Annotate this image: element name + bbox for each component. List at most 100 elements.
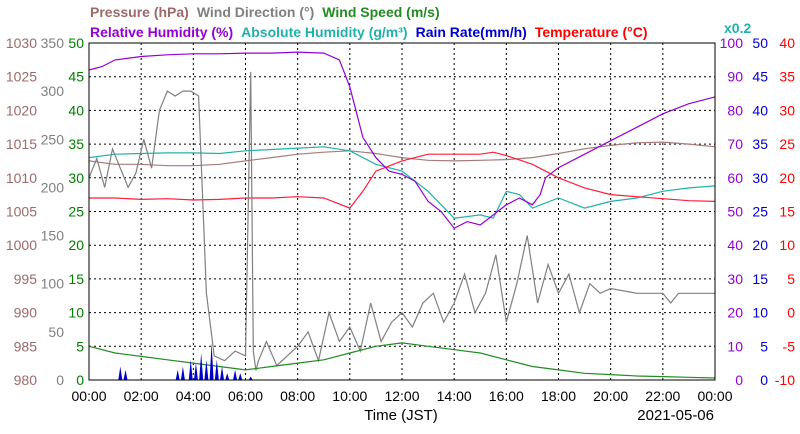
rain-tick-label: 30 bbox=[752, 170, 768, 186]
header-text: Pressure (hPa) bbox=[90, 4, 189, 20]
temperature-tick-label: -10 bbox=[775, 372, 795, 388]
x-tick-label: 22:00 bbox=[645, 388, 680, 404]
rain-rate-spike bbox=[214, 359, 219, 380]
pressure-tick-label: 980 bbox=[14, 372, 38, 388]
wind-speed-tick-label: 45 bbox=[68, 69, 84, 85]
pressure-tick-label: 1005 bbox=[6, 204, 37, 220]
header-text: Rain Rate(mm/h) bbox=[416, 24, 527, 40]
pressure-tick-label: 995 bbox=[14, 271, 38, 287]
wind-direction-tick-label: 350 bbox=[41, 35, 65, 51]
wind-direction-tick-label: 150 bbox=[41, 228, 65, 244]
header-line-1: Pressure (hPa) Wind Direction (°) Wind Spe… bbox=[90, 4, 440, 20]
rain-rate-spike bbox=[225, 373, 230, 380]
wind-speed-tick-label: 0 bbox=[76, 372, 84, 388]
wind-speed-tick-label: 5 bbox=[76, 338, 84, 354]
absolute-humidity-g-m-line bbox=[88, 146, 716, 219]
rain-rate-spike bbox=[188, 359, 193, 380]
pressure-tick-label: 990 bbox=[14, 305, 38, 321]
header-text: Relative Humidity (%) bbox=[90, 24, 233, 40]
humidity-tick-label: 0 bbox=[735, 372, 743, 388]
series-group bbox=[88, 51, 716, 380]
humidity-tick-label: 100 bbox=[720, 35, 744, 51]
humidity-tick-label: 40 bbox=[727, 237, 743, 253]
wind-speed-m-s-line bbox=[88, 342, 716, 379]
wind-direction-tick-label: 100 bbox=[41, 276, 65, 292]
rain-rate-spike bbox=[180, 366, 185, 380]
x-axis-label: Time (JST) bbox=[364, 407, 438, 424]
temperature-tick-label: 40 bbox=[779, 35, 795, 51]
humidity-tick-label: 90 bbox=[727, 69, 743, 85]
humidity-tick-label: 50 bbox=[727, 204, 743, 220]
x-tick-label: 00:00 bbox=[71, 388, 106, 404]
x-tick-label: 14:00 bbox=[437, 388, 472, 404]
humidity-tick-label: 60 bbox=[727, 170, 743, 186]
left-axes: 1030102510201015101010051000995990985980… bbox=[6, 35, 84, 388]
header-text: Temperature (°C) bbox=[535, 24, 648, 40]
x-axis: 00:00 02:00 04:00 06:00 08:00 10:00 12:00 14:00… bbox=[71, 388, 732, 404]
header-text: Absolute Humidity (g/m³) bbox=[241, 24, 407, 40]
pressure-tick-label: 1030 bbox=[6, 35, 37, 51]
humidity-tick-label: 70 bbox=[727, 136, 743, 152]
rain-rate-spike bbox=[238, 373, 243, 380]
humidity-tick-label: 10 bbox=[727, 338, 743, 354]
x-tick-label: 06:00 bbox=[228, 388, 263, 404]
pressure-tick-label: 1025 bbox=[6, 69, 37, 85]
rain-rate-spike bbox=[209, 342, 214, 380]
wind-speed-tick-label: 25 bbox=[68, 204, 84, 220]
pressure-tick-label: 1015 bbox=[6, 136, 37, 152]
humidity-tick-label: 20 bbox=[727, 305, 743, 321]
pressure-tick-label: 1010 bbox=[6, 170, 37, 186]
rain-tick-label: 40 bbox=[752, 102, 768, 118]
wind-direction-tick-label: 300 bbox=[41, 83, 65, 99]
x-tick-label: 16:00 bbox=[489, 388, 524, 404]
rain-tick-label: 20 bbox=[752, 237, 768, 253]
right-axes: 1009080706050403020100504540353025201510… bbox=[720, 35, 796, 388]
wind-direction-line bbox=[88, 71, 715, 371]
wind-speed-tick-label: 20 bbox=[68, 237, 84, 253]
temperature-tick-label: 0 bbox=[787, 305, 795, 321]
temperature-tick-label: 5 bbox=[787, 271, 795, 287]
rain-tick-label: 50 bbox=[752, 35, 768, 51]
wind-speed-tick-label: 50 bbox=[68, 35, 84, 51]
pressure-tick-label: 985 bbox=[14, 338, 38, 354]
wind-speed-tick-label: 10 bbox=[68, 305, 84, 321]
wind-direction-tick-label: 0 bbox=[56, 372, 64, 388]
plot-frame bbox=[88, 42, 716, 381]
x-tick-label: 02:00 bbox=[124, 388, 159, 404]
rain-rate-spike bbox=[193, 363, 198, 380]
x-tick-label: 10:00 bbox=[332, 388, 367, 404]
temperature-tick-label: -5 bbox=[783, 338, 796, 354]
wind-speed-tick-label: 35 bbox=[68, 136, 84, 152]
date-label: 2021-05-06 bbox=[637, 407, 714, 424]
temperature-tick-label: 30 bbox=[779, 102, 795, 118]
temperature-tick-label: 20 bbox=[779, 170, 795, 186]
humidity-tick-label: 30 bbox=[727, 271, 743, 287]
rain-rate-spike bbox=[123, 369, 128, 380]
pressure-hpa-line bbox=[88, 141, 716, 167]
rain-tick-label: 25 bbox=[752, 204, 768, 220]
rain-tick-label: 15 bbox=[752, 271, 768, 287]
temperature-tick-label: 25 bbox=[779, 136, 795, 152]
header-text: Wind Direction (°) bbox=[197, 4, 314, 20]
rain-rate-spike bbox=[248, 376, 253, 380]
rain-rate-spike bbox=[220, 366, 225, 380]
relative-humidity-line bbox=[88, 51, 716, 230]
grid bbox=[89, 43, 715, 380]
rain-rate-spike bbox=[199, 353, 204, 380]
rain-scale-label: x0.2 bbox=[724, 20, 751, 36]
wind-speed-tick-label: 30 bbox=[68, 170, 84, 186]
wind-speed-tick-label: 15 bbox=[68, 271, 84, 287]
rain-rate-spike bbox=[175, 369, 180, 380]
x-tick-label: 12:00 bbox=[384, 388, 419, 404]
wind-speed-tick-label: 40 bbox=[68, 102, 84, 118]
humidity-tick-label: 80 bbox=[727, 102, 743, 118]
pressure-tick-label: 1020 bbox=[6, 102, 37, 118]
pressure-tick-label: 1000 bbox=[6, 237, 37, 253]
rain-tick-label: 0 bbox=[760, 372, 768, 388]
wind-direction-tick-label: 50 bbox=[48, 324, 64, 340]
rain-tick-label: 5 bbox=[760, 338, 768, 354]
rain-tick-label: 10 bbox=[752, 305, 768, 321]
x-tick-label: 18:00 bbox=[541, 388, 576, 404]
wind-direction-tick-label: 200 bbox=[41, 179, 65, 195]
